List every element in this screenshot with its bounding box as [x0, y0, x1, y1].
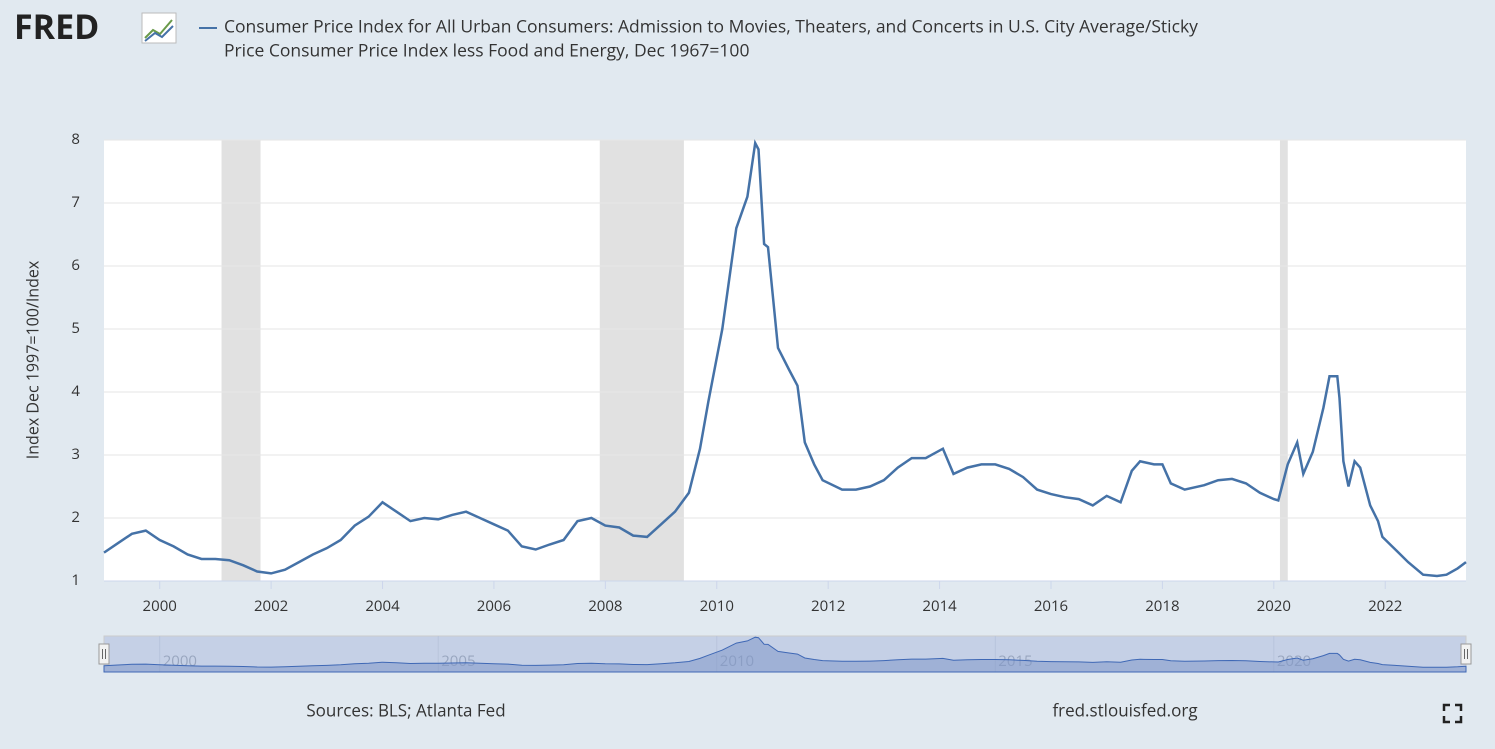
recession-band — [221, 140, 261, 581]
x-tick-label: 2006 — [477, 596, 511, 616]
x-tick-label: 2022 — [1368, 596, 1402, 616]
navigator-area — [103, 636, 1467, 673]
y-tick-label: 2 — [71, 507, 80, 527]
y-axis-label: Index Dec 1997=100/Index — [21, 260, 43, 459]
recession-band — [1279, 140, 1288, 581]
recession-band — [599, 140, 684, 581]
sources: Sources: BLS; Atlanta Fed — [306, 699, 505, 722]
data-line — [103, 139, 1467, 578]
x-tick-label: 2020 — [1257, 596, 1291, 616]
navigator-handle[interactable] — [1460, 643, 1472, 665]
x-tick-label: 2016 — [1034, 596, 1068, 616]
chart-title: Consumer Price Index for All Urban Consu… — [224, 15, 1198, 39]
y-tick-label: 6 — [71, 255, 80, 275]
fullscreen-icon[interactable] — [1442, 703, 1463, 724]
chart-title: Price Consumer Price Index less Food and… — [224, 39, 749, 63]
y-tick-label: 1 — [71, 570, 80, 590]
x-tick-label: 2018 — [1145, 596, 1179, 616]
x-tick-label: 2008 — [588, 596, 622, 616]
navigator-handle[interactable] — [98, 643, 110, 665]
y-tick-label: 4 — [71, 381, 80, 401]
x-tick-label: 2012 — [811, 596, 845, 616]
y-tick-label: 7 — [71, 192, 80, 212]
site-link[interactable]: fred.stlouisfed.org — [1052, 699, 1197, 722]
x-tick-label: 2002 — [254, 596, 288, 616]
x-tick-label: 2014 — [922, 596, 957, 616]
logo-icon — [141, 12, 177, 44]
x-tick-label: 2000 — [143, 596, 177, 616]
y-tick-label: 3 — [71, 444, 80, 464]
y-tick-label: 5 — [71, 318, 80, 338]
x-tick-label: 2010 — [700, 596, 734, 616]
y-tick-label: 8 — [71, 129, 80, 149]
logo[interactable]: FRED — [14, 3, 99, 49]
x-tick-label: 2004 — [365, 596, 400, 616]
